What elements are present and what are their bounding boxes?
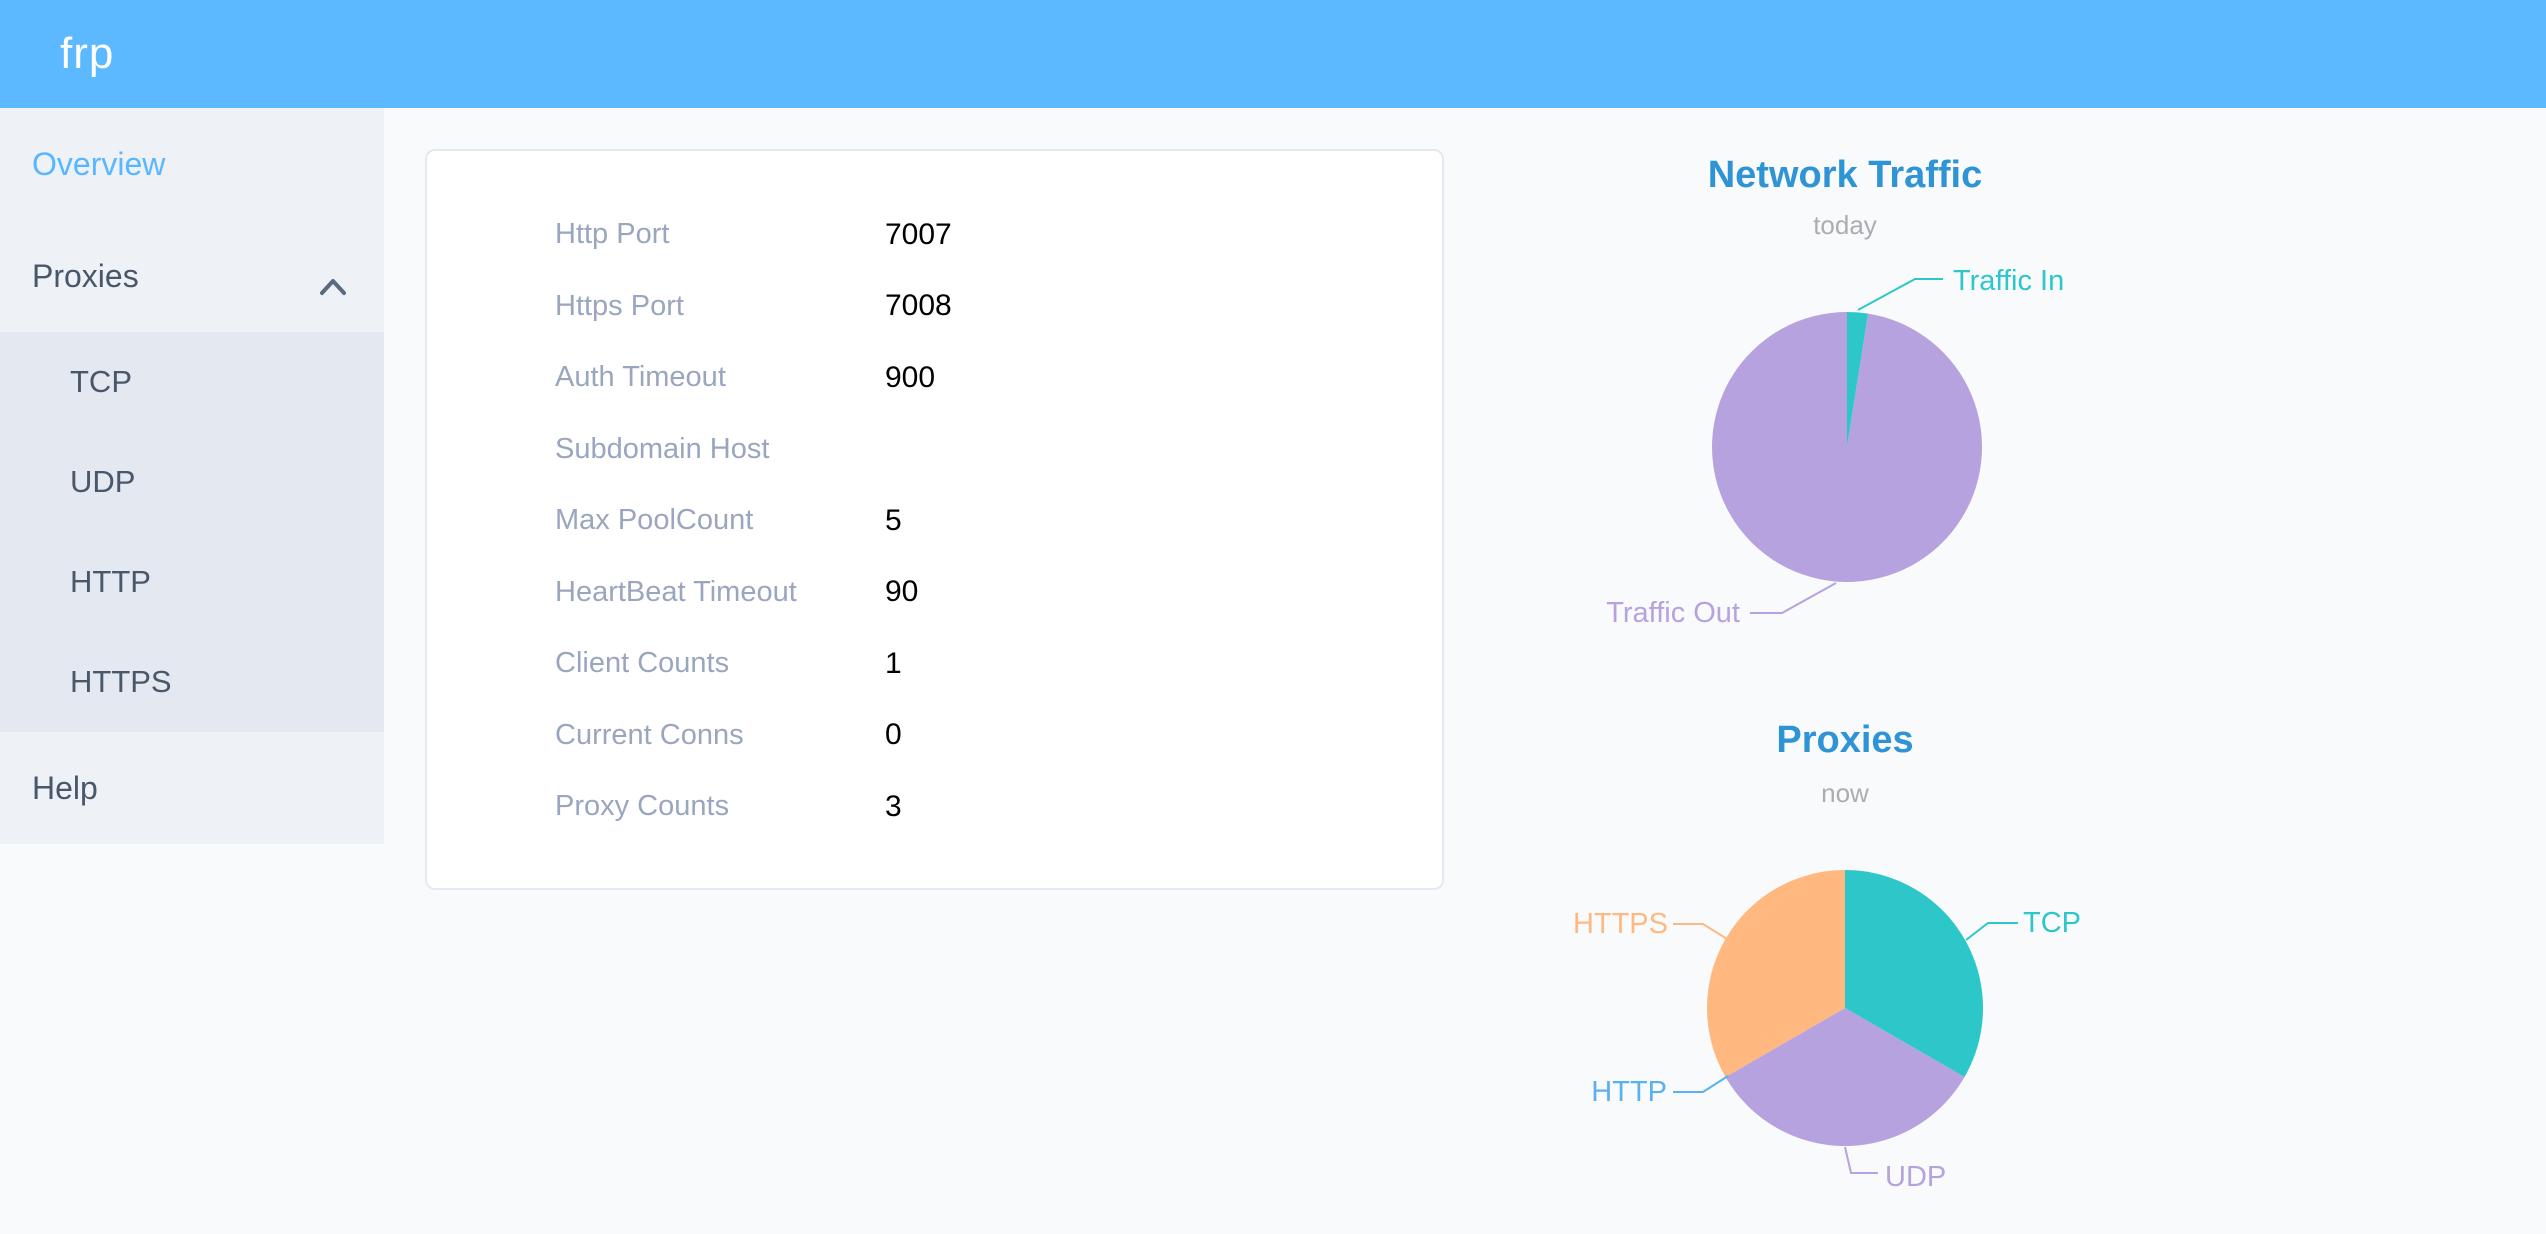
config-row-http-port: Http Port 7007 bbox=[427, 199, 1442, 271]
sidebar: Overview Proxies TCP UDP HTTP HTTPS Help bbox=[0, 108, 384, 844]
app-logo: frp bbox=[60, 29, 115, 78]
app-header: frp bbox=[0, 0, 2546, 108]
pie-label-tcp: TCP bbox=[2023, 907, 2081, 939]
config-rows: Http Port 7007 Https Port 7008 Auth Time… bbox=[427, 151, 1442, 843]
sidebar-item-proxies[interactable]: Proxies bbox=[0, 220, 384, 332]
config-row-client-counts: Client Counts 1 bbox=[427, 628, 1442, 700]
sidebar-item-tcp[interactable]: TCP bbox=[0, 332, 384, 432]
config-value: 1 bbox=[885, 646, 902, 680]
config-value: 7007 bbox=[885, 217, 952, 251]
config-label: Client Counts bbox=[555, 647, 730, 680]
config-row-auth-timeout: Auth Timeout 900 bbox=[427, 342, 1442, 414]
config-row-proxy-counts: Proxy Counts 3 bbox=[427, 771, 1442, 843]
pie-label-udp: UDP bbox=[1885, 1161, 1947, 1193]
network-traffic-chart-subtitle: today bbox=[1813, 210, 1877, 240]
config-label: Subdomain Host bbox=[555, 432, 770, 465]
sidebar-item-help[interactable]: Help bbox=[0, 732, 384, 844]
pie-slice-udp[interactable] bbox=[1725, 1008, 1965, 1146]
chevron-up-icon[interactable] bbox=[320, 267, 346, 304]
config-value: 3 bbox=[885, 789, 902, 823]
sidebar-item-label: TCP bbox=[70, 364, 132, 399]
config-label: Https Port bbox=[555, 289, 684, 322]
proxies-chart-subtitle: now bbox=[1821, 778, 1869, 808]
pie-slice-traffic-out[interactable] bbox=[1712, 312, 1983, 582]
config-value: 7008 bbox=[885, 289, 952, 323]
pie-slice-tcp[interactable] bbox=[1845, 870, 1983, 1077]
sidebar-item-http[interactable]: HTTP bbox=[0, 532, 384, 632]
sidebar-item-udp[interactable]: UDP bbox=[0, 432, 384, 532]
config-row-max-poolcount: Max PoolCount 5 bbox=[427, 485, 1442, 557]
pie-label-https: HTTPS bbox=[1572, 908, 1668, 940]
config-row-https-port: Https Port 7008 bbox=[427, 271, 1442, 343]
sidebar-item-overview[interactable]: Overview bbox=[0, 108, 384, 220]
config-row-current-conns: Current Conns 0 bbox=[427, 700, 1442, 772]
pie-slice-https[interactable] bbox=[1707, 870, 1845, 1077]
pie-label-traffic-in: Traffic In bbox=[1953, 265, 2065, 297]
sidebar-item-label: Proxies bbox=[32, 257, 139, 294]
server-config-card: Http Port 7007 Https Port 7008 Auth Time… bbox=[425, 149, 1444, 890]
config-value: 90 bbox=[885, 575, 919, 609]
proxies-chart-title: Proxies bbox=[1776, 719, 1914, 761]
config-row-subdomain-host: Subdomain Host bbox=[427, 414, 1442, 486]
sidebar-item-https[interactable]: HTTPS bbox=[0, 632, 384, 732]
sidebar-item-label: UDP bbox=[70, 464, 136, 499]
config-label: Proxy Counts bbox=[555, 790, 730, 823]
config-label: Current Conns bbox=[555, 718, 744, 751]
config-label: Max PoolCount bbox=[555, 504, 754, 537]
sidebar-item-label: Help bbox=[32, 769, 98, 806]
config-value: 900 bbox=[885, 360, 936, 394]
config-row-heartbeat-timeout: HeartBeat Timeout 90 bbox=[427, 557, 1442, 629]
network-traffic-pie[interactable] bbox=[1697, 297, 1997, 597]
sidebar-item-label: HTTPS bbox=[70, 664, 172, 699]
pie-label-http: HTTP bbox=[1591, 1076, 1667, 1108]
config-label: Auth Timeout bbox=[555, 361, 726, 394]
network-traffic-chart-title: Network Traffic bbox=[1707, 154, 1983, 196]
config-value: 0 bbox=[885, 718, 902, 752]
proxies-pie[interactable] bbox=[1695, 858, 1995, 1158]
proxies-submenu: TCP UDP HTTP HTTPS bbox=[0, 332, 384, 732]
pie-label-traffic-out: Traffic Out bbox=[1606, 597, 1740, 629]
sidebar-item-label: Overview bbox=[32, 145, 166, 182]
pie-slice-traffic-in[interactable] bbox=[1847, 312, 1869, 447]
config-value: 5 bbox=[885, 503, 902, 537]
sidebar-item-label: HTTP bbox=[70, 564, 151, 599]
config-label: Http Port bbox=[555, 218, 670, 251]
config-label: HeartBeat Timeout bbox=[555, 575, 797, 608]
